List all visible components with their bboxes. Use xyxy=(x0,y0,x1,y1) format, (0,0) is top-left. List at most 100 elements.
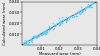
Point xyxy=(30,39,32,40)
Point xyxy=(37,35,38,36)
Point xyxy=(58,17,59,18)
Point xyxy=(45,32,46,33)
Point xyxy=(61,22,63,23)
Point xyxy=(65,19,67,20)
Point xyxy=(25,42,27,43)
Point xyxy=(31,41,32,42)
Point xyxy=(80,10,82,11)
Point xyxy=(89,7,90,8)
Point xyxy=(35,36,37,37)
Point xyxy=(86,5,88,6)
Point xyxy=(46,31,48,32)
Point xyxy=(92,3,93,4)
Point xyxy=(85,9,86,10)
X-axis label: Measured wear (mm): Measured wear (mm) xyxy=(39,52,80,56)
Point xyxy=(45,31,46,32)
Point xyxy=(30,41,32,42)
Point xyxy=(58,24,60,25)
Point xyxy=(42,34,44,35)
Point xyxy=(93,2,95,3)
Point xyxy=(26,42,27,43)
Point xyxy=(60,21,62,22)
Point xyxy=(36,37,38,38)
Point xyxy=(49,29,50,30)
Point xyxy=(44,34,46,35)
Point xyxy=(92,0,94,1)
Point xyxy=(50,27,52,28)
Point xyxy=(58,21,60,22)
Point xyxy=(39,33,40,34)
Point xyxy=(92,2,94,3)
Point xyxy=(90,2,92,3)
Point xyxy=(30,38,32,39)
Point xyxy=(54,25,56,26)
Point xyxy=(43,33,45,34)
Point xyxy=(36,36,37,37)
Point xyxy=(53,24,55,25)
Point xyxy=(84,8,86,9)
Point xyxy=(38,36,39,37)
Point xyxy=(40,33,42,34)
Point xyxy=(36,34,38,35)
Point xyxy=(61,17,63,18)
Point xyxy=(28,42,29,43)
Point xyxy=(67,17,69,18)
Point xyxy=(78,11,80,12)
Point xyxy=(25,41,26,42)
Point xyxy=(52,28,54,29)
Point xyxy=(73,13,74,14)
Point xyxy=(73,17,75,18)
Point xyxy=(87,7,88,8)
Point xyxy=(24,42,25,43)
Point xyxy=(68,16,70,17)
Point xyxy=(91,4,92,5)
Point xyxy=(46,30,47,31)
Point xyxy=(43,31,45,32)
Point xyxy=(24,43,26,44)
Point xyxy=(80,12,82,13)
Point xyxy=(74,16,75,17)
Point xyxy=(40,34,42,35)
Point xyxy=(82,9,84,10)
Point xyxy=(43,31,44,32)
Point xyxy=(22,43,24,44)
Point xyxy=(45,32,46,33)
Point xyxy=(39,35,40,36)
Point xyxy=(79,13,80,14)
Point xyxy=(81,10,83,11)
Point xyxy=(59,21,61,22)
Point xyxy=(92,2,94,3)
Point xyxy=(41,35,42,36)
Point xyxy=(34,35,35,36)
Point xyxy=(26,40,28,41)
Point xyxy=(58,23,60,24)
Point xyxy=(68,16,70,17)
Point xyxy=(42,31,43,32)
Point xyxy=(66,20,68,21)
Point xyxy=(80,7,82,8)
Point xyxy=(44,32,46,33)
Point xyxy=(82,11,84,12)
Point xyxy=(24,41,26,42)
Point xyxy=(52,23,53,24)
Point xyxy=(27,41,28,42)
Point xyxy=(46,32,47,33)
Point xyxy=(26,44,28,45)
Point xyxy=(88,5,89,6)
Point xyxy=(70,15,72,16)
Point xyxy=(80,12,82,13)
Point xyxy=(48,27,50,28)
Point xyxy=(80,12,82,13)
Point xyxy=(59,20,61,21)
Y-axis label: Calculated wear (mm): Calculated wear (mm) xyxy=(3,2,7,45)
Point xyxy=(78,12,80,13)
Point xyxy=(65,21,67,22)
Point xyxy=(88,7,89,8)
Point xyxy=(44,31,46,32)
Point xyxy=(60,24,61,25)
Point xyxy=(77,11,79,12)
Point xyxy=(75,16,76,17)
Point xyxy=(25,39,26,40)
Point xyxy=(81,11,83,12)
Point xyxy=(28,39,29,40)
